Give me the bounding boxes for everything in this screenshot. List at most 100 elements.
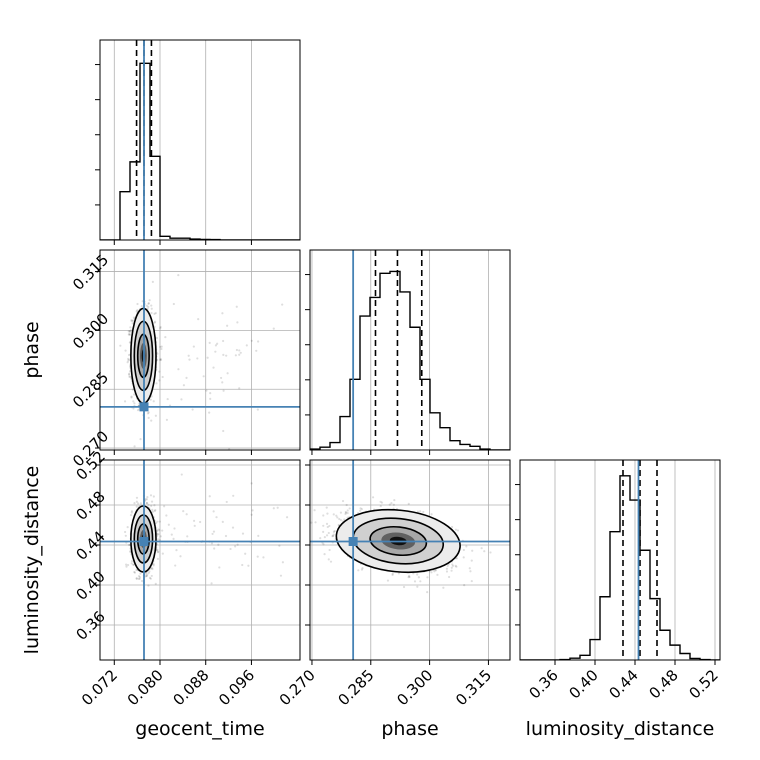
- y-tick-label: 0.285: [69, 368, 112, 411]
- hist-content: [310, 250, 510, 450]
- x-tick-label: 0.088: [169, 666, 212, 709]
- grid-lines: [554, 460, 716, 660]
- sample-point: [336, 516, 339, 519]
- truth-marker: [348, 537, 358, 546]
- sample-point: [130, 320, 133, 323]
- sample-point: [345, 503, 348, 507]
- sample-point: [430, 571, 433, 574]
- sample-point: [185, 376, 188, 379]
- sample-point: [338, 517, 341, 521]
- sample-point: [326, 512, 329, 515]
- sample-point: [221, 312, 224, 315]
- sample-point: [124, 530, 127, 534]
- sample-point: [150, 504, 153, 508]
- sample-point: [328, 524, 331, 528]
- sample-point: [182, 384, 186, 387]
- sample-point: [278, 544, 281, 547]
- histogram-step: [100, 62, 300, 240]
- hist-panel-geocent_time: [95, 39, 301, 245]
- sample-point: [130, 319, 133, 322]
- sample-point: [256, 408, 259, 411]
- sample-point: [408, 574, 411, 577]
- sample-point: [130, 511, 133, 514]
- grid-lines: [100, 460, 300, 660]
- sample-point: [161, 529, 164, 532]
- sample-point: [433, 570, 436, 573]
- sample-point: [165, 418, 169, 421]
- sample-point: [154, 582, 157, 585]
- sample-point: [161, 375, 164, 379]
- panel-frame: [99, 249, 301, 451]
- sample-point: [483, 550, 486, 553]
- sample-point: [332, 530, 336, 533]
- sample-point: [326, 525, 329, 529]
- sample-point: [333, 529, 336, 533]
- sample-point: [323, 536, 326, 539]
- sample-point: [327, 558, 330, 561]
- sample-point: [192, 519, 196, 522]
- sample-point: [341, 499, 345, 503]
- sample-point: [137, 502, 140, 505]
- sample-point: [125, 563, 128, 566]
- grid-lines: [113, 40, 252, 240]
- y-tick-label: 0.48: [73, 488, 109, 524]
- sample-point: [145, 501, 148, 505]
- sample-point: [388, 503, 391, 506]
- sample-point: [215, 516, 218, 519]
- sample-point: [325, 506, 328, 509]
- sample-point: [257, 340, 260, 343]
- sample-point: [128, 341, 131, 344]
- y-tick-label: 0.315: [69, 251, 112, 294]
- sample-point: [489, 551, 492, 554]
- sample-point: [135, 496, 139, 499]
- sample-point: [281, 561, 285, 564]
- sample-point: [159, 345, 162, 349]
- sample-point: [133, 445, 136, 448]
- sample-point: [147, 571, 150, 575]
- sample-point: [128, 330, 132, 333]
- sample-point: [225, 500, 228, 504]
- x-tick-label: 0.40: [565, 666, 601, 702]
- sample-point: [325, 522, 329, 525]
- sample-point: [180, 398, 183, 401]
- sample-point: [127, 333, 130, 336]
- sample-point: [463, 584, 466, 587]
- sample-point: [225, 354, 228, 357]
- sample-point: [450, 566, 453, 569]
- sample-point: [451, 564, 455, 567]
- sample-point: [130, 510, 134, 513]
- x-axis-luminosity_distance: 0.36 0.40 0.44 0.48 0.52 luminosity_distance: [525, 666, 721, 740]
- x-tick-label: 0.315: [452, 666, 495, 709]
- sample-point: [232, 494, 235, 497]
- sample-point: [127, 563, 130, 567]
- sample-point: [319, 536, 322, 540]
- sample-point: [124, 534, 127, 537]
- sample-point: [158, 379, 161, 382]
- sample-point: [471, 549, 474, 552]
- sample-point: [156, 520, 159, 523]
- sample-point: [157, 550, 160, 553]
- sample-point: [150, 574, 153, 578]
- sample-point: [128, 332, 131, 336]
- sample-point: [128, 330, 131, 333]
- sample-point: [205, 389, 208, 392]
- sample-point: [480, 547, 483, 550]
- sample-point: [238, 387, 241, 390]
- sample-point: [234, 545, 237, 548]
- sample-point: [156, 352, 159, 355]
- sample-point: [147, 302, 150, 305]
- sample-point: [153, 504, 156, 507]
- sample-point: [272, 327, 275, 330]
- sample-point: [164, 336, 167, 339]
- sample-point: [160, 347, 163, 351]
- sample-point: [159, 327, 162, 330]
- sample-point: [156, 538, 160, 541]
- sample-point: [132, 563, 135, 566]
- histogram-step: [310, 270, 510, 450]
- sample-point: [241, 532, 245, 535]
- sample-point: [379, 504, 382, 508]
- sample-point: [213, 547, 216, 550]
- sample-point: [177, 368, 180, 371]
- sample-point: [455, 565, 458, 568]
- sample-point: [131, 322, 134, 325]
